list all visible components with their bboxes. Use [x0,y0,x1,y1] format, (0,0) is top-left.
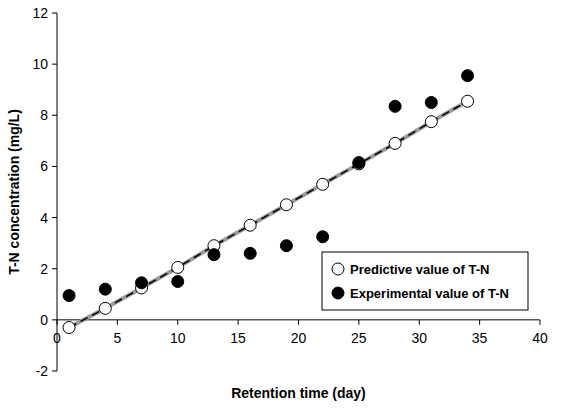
y-tick [52,319,57,320]
x-tick-label: 40 [532,330,548,346]
y-axis [57,13,58,371]
x-tick [177,320,178,325]
x-tick-label: 10 [170,330,186,346]
x-tick [57,320,58,325]
data-point [136,277,148,289]
x-tick-label: 35 [472,330,488,346]
y-axis-title: T-N concentration (mg/L) [6,109,22,275]
data-point [389,100,401,112]
x-tick-label: 15 [230,330,246,346]
y-tick-label: 4 [40,210,48,226]
data-point [353,157,365,169]
y-tick-label: 12 [32,5,48,21]
legend-box [322,252,528,310]
data-point [280,199,292,211]
legend-label: Predictive value of T-N [350,262,489,277]
data-point [99,302,111,314]
y-tick [52,371,57,372]
data-point [63,290,75,302]
x-tick-label: 20 [291,330,307,346]
data-point [389,137,401,149]
x-tick-label: 5 [113,330,121,346]
y-tick [52,166,57,167]
data-point [280,240,292,252]
data-point [172,276,184,288]
x-tick-label: 25 [351,330,367,346]
y-tick-label: -2 [36,363,49,379]
data-point [462,70,474,82]
data-point [99,283,111,295]
data-point [244,219,256,231]
y-tick [52,217,57,218]
y-tick [52,115,57,116]
data-point [317,231,329,243]
y-tick-label: 8 [40,107,48,123]
data-point [425,116,437,128]
y-tick-label: 0 [40,312,48,328]
y-tick-label: 6 [40,158,48,174]
legend-marker [332,263,344,275]
data-point [208,249,220,261]
x-tick [419,320,420,325]
legend-marker [332,287,344,299]
y-tick [52,64,57,65]
data-point [317,178,329,190]
data-point [425,97,437,109]
x-tick [117,320,118,325]
x-tick [358,320,359,325]
y-tick [52,13,57,14]
x-tick [238,320,239,325]
x-tick [298,320,299,325]
data-point [63,322,75,334]
data-point [462,95,474,107]
y-tick-label: 10 [32,56,48,72]
x-tick [540,320,541,325]
chart-container: -2 0 2 4 6 8 10 12 0 5 10 15 20 25 30 35 40 Retention tim… [0,0,563,408]
data-point [172,261,184,273]
data-point [244,247,256,259]
legend-label: Experimental value of T-N [350,286,509,301]
y-tick [52,268,57,269]
x-tick [479,320,480,325]
legend: Predictive value of T-N Experimental valu… [322,252,528,310]
x-axis-title: Retention time (day) [231,385,366,401]
chart-svg: -2 0 2 4 6 8 10 12 0 5 10 15 20 25 30 35 40 Retention tim… [0,0,563,408]
x-tick-label: 30 [411,330,427,346]
y-tick-label: 2 [40,261,48,277]
x-tick-label: 0 [53,330,61,346]
